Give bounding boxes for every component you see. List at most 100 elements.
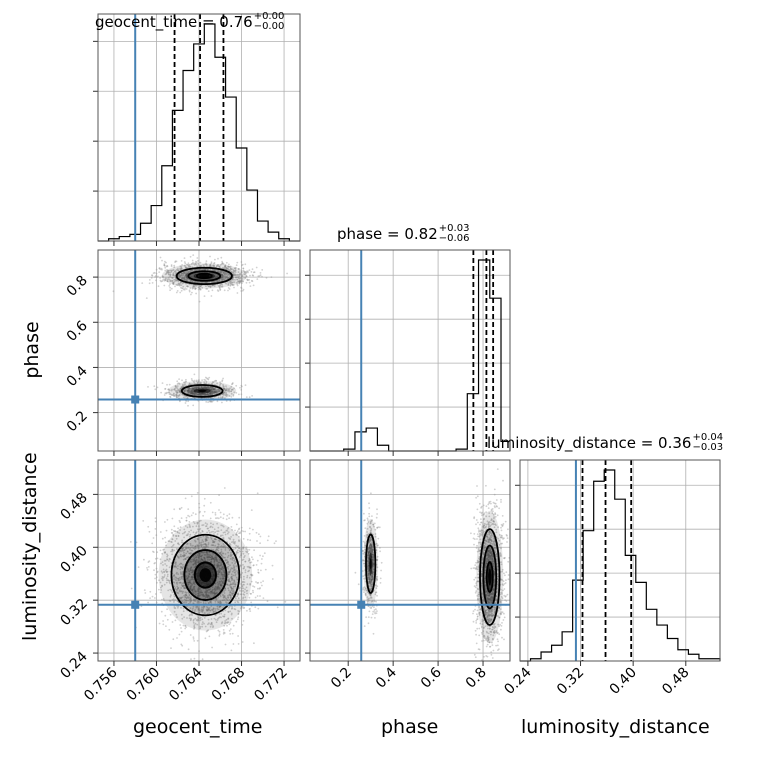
sample-point-geocent_time-vs-luminosity_distance-990 <box>149 531 151 533</box>
sample-point-geocent_time-vs-luminosity_distance-1295 <box>251 556 253 558</box>
sample-point-geocent_time-vs-luminosity_distance-1635 <box>167 619 169 621</box>
sample-point-geocent_time-vs-luminosity_distance-797 <box>147 569 149 571</box>
sample-point-phase-vs-luminosity_distance-a-357 <box>497 641 499 643</box>
sample-point-phase-vs-luminosity_distance-a-495 <box>508 578 510 580</box>
sample-point-geocent_time-vs-luminosity_distance-172 <box>249 549 251 551</box>
sample-point-geocent_time-vs-luminosity_distance-1638 <box>149 597 151 599</box>
sample-point-geocent_time-vs-luminosity_distance-1952 <box>217 630 219 632</box>
sample-point-geocent_time-vs-luminosity_distance-264 <box>156 551 158 553</box>
sample-point-geocent_time-vs-luminosity_distance-877 <box>158 589 160 591</box>
sample-point-geocent_time-vs-luminosity_distance-950 <box>285 601 287 603</box>
sample-point-geocent_time-vs-phase-a-839 <box>214 259 216 261</box>
sample-point-geocent_time-vs-luminosity_distance-1809 <box>272 565 274 567</box>
sample-point-phase-vs-luminosity_distance-a-623 <box>479 524 481 526</box>
sample-point-geocent_time-vs-phase-a-194 <box>155 280 157 282</box>
sample-point-geocent_time-vs-luminosity_distance-1983 <box>237 635 239 637</box>
sample-point-geocent_time-vs-luminosity_distance-359 <box>275 540 277 542</box>
sample-point-geocent_time-vs-luminosity_distance-734 <box>222 517 224 519</box>
sample-point-geocent_time-vs-luminosity_distance-1119 <box>220 512 222 514</box>
sample-point-geocent_time-vs-phase-a-1125 <box>257 275 259 277</box>
sample-point-geocent_time-vs-luminosity_distance-1344 <box>152 596 154 598</box>
sample-point-geocent_time-vs-phase-b-625 <box>241 393 243 395</box>
sample-point-phase-vs-luminosity_distance-a-46 <box>495 513 497 515</box>
sample-point-phase-vs-luminosity_distance-a-417 <box>480 518 482 520</box>
sample-point-geocent_time-vs-phase-a-621 <box>184 257 186 259</box>
sample-point-geocent_time-vs-luminosity_distance-758 <box>155 528 157 530</box>
density-shade-geocent_time-vs-phase-b-4 <box>198 390 207 392</box>
sample-point-geocent_time-vs-phase-a-664 <box>260 272 262 274</box>
sample-point-geocent_time-vs-luminosity_distance-1903 <box>204 511 206 513</box>
sample-point-geocent_time-vs-phase-b-643 <box>191 378 193 380</box>
sample-point-phase-vs-luminosity_distance-a-477 <box>490 651 492 653</box>
sample-point-geocent_time-vs-luminosity_distance-1335 <box>257 572 259 574</box>
sample-point-geocent_time-vs-phase-a-351 <box>240 287 242 289</box>
sample-point-geocent_time-vs-phase-a-1091 <box>175 260 177 262</box>
sample-point-geocent_time-vs-phase-a-1169 <box>236 264 238 266</box>
sample-point-geocent_time-vs-phase-a-871 <box>156 276 158 278</box>
sample-point-geocent_time-vs-luminosity_distance-1932 <box>228 623 230 625</box>
sample-point-geocent_time-vs-phase-b-355 <box>185 402 187 404</box>
sample-point-geocent_time-vs-luminosity_distance-1631 <box>274 542 276 544</box>
sample-point-geocent_time-vs-luminosity_distance-876 <box>197 492 199 494</box>
sample-point-geocent_time-vs-luminosity_distance-1989 <box>224 487 226 489</box>
sample-point-geocent_time-vs-phase-b-435 <box>222 379 224 381</box>
sample-point-geocent_time-vs-phase-a-558 <box>252 275 254 277</box>
sample-point-phase-vs-luminosity_distance-a-506 <box>500 527 502 529</box>
sample-point-geocent_time-vs-phase-a-231 <box>186 288 188 290</box>
sample-point-geocent_time-vs-luminosity_distance-495 <box>268 535 270 537</box>
sample-point-geocent_time-vs-luminosity_distance-1226 <box>179 508 181 510</box>
sample-point-geocent_time-vs-phase-a-722 <box>171 265 173 267</box>
sample-point-geocent_time-vs-luminosity_distance-791 <box>263 597 265 599</box>
sample-point-geocent_time-vs-phase-b-423 <box>206 377 208 379</box>
sample-point-geocent_time-vs-phase-b-218 <box>246 396 248 398</box>
sample-point-geocent_time-vs-luminosity_distance-399 <box>212 512 214 514</box>
sample-point-phase-vs-luminosity_distance-a-557 <box>502 515 504 517</box>
sample-point-geocent_time-vs-luminosity_distance-1516 <box>252 592 254 594</box>
sample-point-geocent_time-vs-phase-a-515 <box>208 290 210 292</box>
sample-point-geocent_time-vs-luminosity_distance-1111 <box>181 507 183 509</box>
sample-point-geocent_time-vs-luminosity_distance-1683 <box>198 650 200 652</box>
sample-point-geocent_time-vs-luminosity_distance-1366 <box>237 618 239 620</box>
sample-point-phase-vs-luminosity_distance-a-563 <box>476 547 478 549</box>
sample-point-geocent_time-vs-luminosity_distance-1925 <box>235 621 237 623</box>
sample-point-geocent_time-vs-luminosity_distance-1390 <box>241 527 243 529</box>
sample-point-phase-vs-luminosity_distance-a-244 <box>500 501 502 503</box>
sample-point-geocent_time-vs-luminosity_distance-825 <box>231 650 233 652</box>
sample-point-geocent_time-vs-phase-a-472 <box>243 268 245 270</box>
sample-point-geocent_time-vs-phase-a-720 <box>256 278 258 280</box>
xtick-label-geocent_time-vs-luminosity_distance-1: 0.760 <box>124 665 164 705</box>
sample-point-geocent_time-vs-luminosity_distance-205 <box>198 503 200 505</box>
sample-point-geocent_time-vs-phase-b-422 <box>208 377 210 379</box>
sample-point-geocent_time-vs-luminosity_distance-1804 <box>197 640 199 642</box>
sample-point-geocent_time-vs-phase-a-1318 <box>181 287 183 289</box>
sample-point-phase-vs-luminosity_distance-a-358 <box>477 533 479 535</box>
sample-point-geocent_time-vs-phase-a-1142 <box>161 269 163 271</box>
sample-point-geocent_time-vs-phase-b-639 <box>241 386 243 388</box>
sample-point-geocent_time-vs-phase-a-29 <box>160 257 162 259</box>
sample-point-geocent_time-vs-phase-a-1211 <box>154 272 156 274</box>
sample-point-geocent_time-vs-luminosity_distance-1048 <box>243 620 245 622</box>
sample-point-geocent_time-vs-luminosity_distance-1034 <box>193 636 195 638</box>
sample-point-geocent_time-vs-phase-a-669 <box>197 260 199 262</box>
sample-point-geocent_time-vs-phase-b-394 <box>178 378 180 380</box>
sample-point-geocent_time-vs-phase-a-388 <box>199 301 201 303</box>
sample-point-geocent_time-vs-luminosity_distance-218 <box>257 595 259 597</box>
sample-point-phase-vs-luminosity_distance-a-555 <box>483 656 485 658</box>
sample-point-geocent_time-vs-luminosity_distance-1660 <box>181 517 183 519</box>
sample-point-geocent_time-vs-luminosity_distance-633 <box>218 509 220 511</box>
sample-point-geocent_time-vs-luminosity_distance-2088 <box>226 515 228 517</box>
sample-point-geocent_time-vs-luminosity_distance-575 <box>249 597 251 599</box>
sample-point-geocent_time-vs-phase-a-635 <box>169 287 171 289</box>
sample-point-geocent_time-vs-phase-b-455 <box>217 400 219 402</box>
sample-point-geocent_time-vs-luminosity_distance-1674 <box>174 531 176 533</box>
sample-point-geocent_time-vs-luminosity_distance-269 <box>166 608 168 610</box>
sample-point-geocent_time-vs-luminosity_distance-1873 <box>226 518 228 520</box>
sample-point-geocent_time-vs-luminosity_distance-817 <box>256 540 258 542</box>
sample-point-geocent_time-vs-phase-a-1333 <box>254 271 256 273</box>
sample-point-geocent_time-vs-luminosity_distance-1702 <box>192 512 194 514</box>
sample-point-geocent_time-vs-phase-a-214 <box>184 287 186 289</box>
sample-point-geocent_time-vs-phase-a-1180 <box>206 260 208 262</box>
sample-point-geocent_time-vs-phase-b-209 <box>192 405 194 407</box>
sample-point-geocent_time-vs-phase-a-547 <box>176 292 178 294</box>
